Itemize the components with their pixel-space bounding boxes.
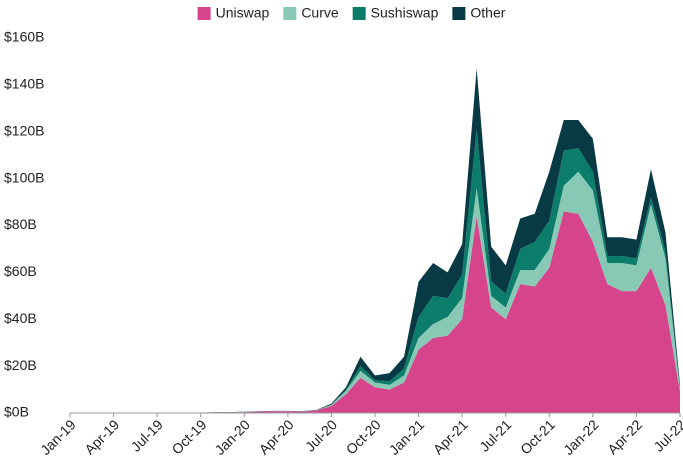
y-tick-label: $40B bbox=[4, 310, 37, 326]
x-tick-label: Jan-21 bbox=[386, 416, 428, 458]
x-tick-label: Jan-19 bbox=[37, 416, 79, 458]
x-tick-label: Oct-21 bbox=[517, 416, 558, 457]
x-tick-label: Apr-21 bbox=[430, 416, 471, 457]
x-tick-label: Apr-22 bbox=[604, 416, 645, 457]
x-tick-label: Jan-20 bbox=[211, 416, 253, 458]
legend-label: Sushiswap bbox=[371, 5, 439, 21]
x-tick-label: Oct-20 bbox=[343, 416, 384, 457]
y-tick-label: $0B bbox=[4, 404, 29, 420]
legend-swatch bbox=[283, 7, 297, 20]
x-tick-label: Oct-19 bbox=[168, 416, 209, 457]
x-tick-label: Apr-20 bbox=[256, 416, 297, 457]
legend-label: Uniswap bbox=[216, 5, 270, 21]
x-tick-label: Jul-21 bbox=[476, 416, 514, 454]
area bbox=[70, 211, 680, 413]
legend-label: Other bbox=[470, 5, 505, 21]
legend-swatch bbox=[452, 7, 466, 20]
x-tick-label: Apr-19 bbox=[81, 416, 122, 457]
y-tick-label: $20B bbox=[4, 357, 37, 373]
x-tick-label: Jul-20 bbox=[302, 416, 340, 454]
y-tick-label: $100B bbox=[4, 169, 44, 185]
y-tick-label: $120B bbox=[4, 122, 44, 138]
y-tick-label: $60B bbox=[4, 263, 37, 279]
legend-label: Curve bbox=[301, 5, 339, 21]
legend-swatch bbox=[352, 7, 366, 20]
x-tick-label: Jan-22 bbox=[560, 416, 602, 458]
legend-swatch bbox=[197, 7, 211, 20]
y-tick-label: $80B bbox=[4, 216, 37, 232]
y-tick-label: $160B bbox=[4, 29, 44, 45]
x-tick-label: Jul-19 bbox=[128, 416, 166, 454]
legend: Uniswap Curve Sushiswap Other bbox=[197, 5, 506, 21]
x-tick-label: Jul-22 bbox=[650, 416, 683, 454]
y-tick-label: $140B bbox=[4, 76, 44, 92]
